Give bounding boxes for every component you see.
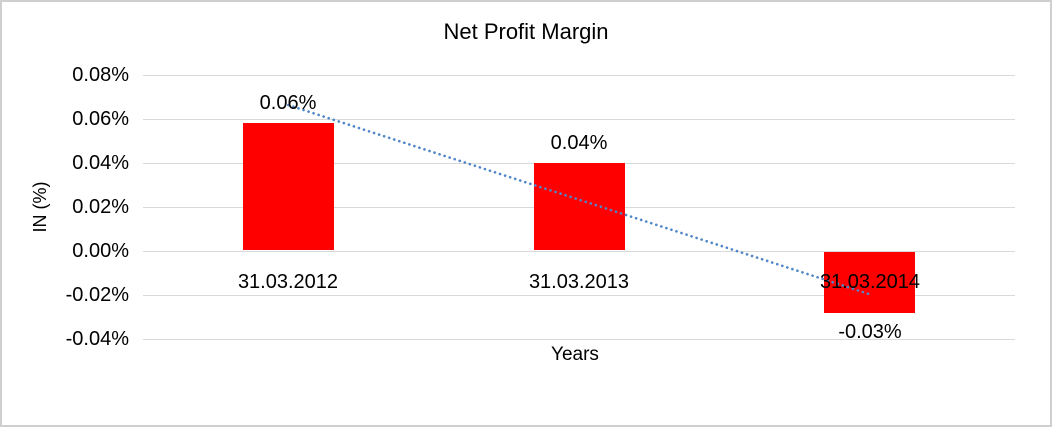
- y-axis-tick-label: 0.08%: [72, 64, 129, 86]
- y-axis-tick-label: -0.04%: [65, 328, 129, 350]
- y-axis-tick-label: 0.00%: [72, 240, 129, 262]
- y-axis-tick-label: -0.02%: [65, 284, 129, 306]
- bar-31.03.2012[interactable]: [243, 123, 334, 250]
- gridline: [143, 339, 1015, 340]
- chart-title: Net Profit Margin: [443, 19, 609, 44]
- data-label: 0.04%: [550, 132, 608, 154]
- x-axis-category-label: 31.03.2013: [528, 271, 630, 293]
- y-axis-tick-label: 0.06%: [72, 108, 129, 130]
- gridline: [143, 119, 1015, 120]
- bar-31.03.2013[interactable]: [534, 163, 625, 250]
- data-label: -0.03%: [838, 321, 902, 343]
- gridline: [143, 75, 1015, 76]
- y-axis-tick-label: 0.02%: [72, 196, 129, 218]
- x-axis-title: Years: [551, 344, 599, 365]
- x-axis-category-label: 31.03.2012: [237, 271, 339, 293]
- data-label: 0.06%: [259, 92, 317, 114]
- y-axis-tick-label: 0.04%: [72, 152, 129, 174]
- x-axis-category-label: 31.03.2014: [819, 271, 921, 293]
